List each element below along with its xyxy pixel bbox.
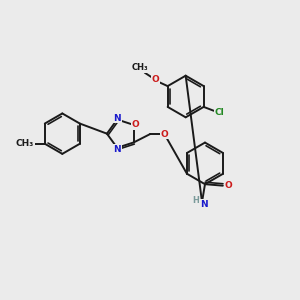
Text: N: N: [200, 200, 207, 209]
Text: CH₃: CH₃: [16, 139, 34, 148]
Text: O: O: [160, 130, 168, 139]
Text: O: O: [131, 120, 139, 129]
Text: N: N: [113, 113, 121, 122]
Text: N: N: [113, 145, 121, 154]
Text: CH₃: CH₃: [132, 63, 148, 72]
Text: Cl: Cl: [215, 108, 225, 117]
Text: O: O: [224, 181, 232, 190]
Text: H: H: [192, 196, 199, 205]
Text: O: O: [151, 75, 159, 84]
